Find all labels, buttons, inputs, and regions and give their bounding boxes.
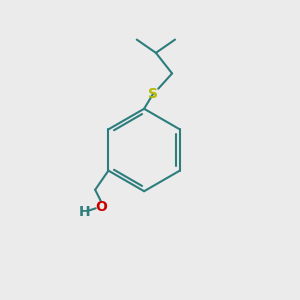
Text: O: O [95, 200, 107, 214]
Text: S: S [148, 87, 158, 101]
Text: H: H [79, 205, 91, 219]
